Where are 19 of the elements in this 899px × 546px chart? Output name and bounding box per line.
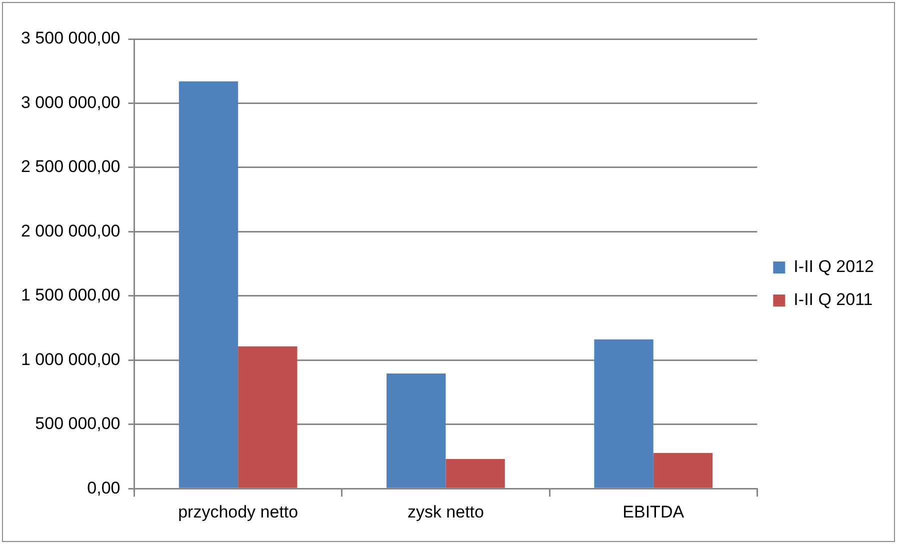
bar (238, 346, 298, 488)
y-tick-label: 1 500 000,00 (20, 286, 120, 305)
bar (653, 453, 713, 488)
y-tick-label: 0,00 (87, 478, 120, 498)
bar (446, 459, 505, 488)
bar (594, 339, 654, 488)
x-tick-label: przychody netto (178, 502, 298, 522)
y-tick-label: 3 500 000,00 (20, 28, 120, 48)
y-tick-label: 3 000 000,00 (20, 92, 120, 112)
legend-label: I-II Q 2011 (794, 290, 873, 310)
y-tick-label: 500 000,00 (35, 414, 120, 434)
bar (178, 81, 238, 488)
y-tick-label: 2 500 000,00 (20, 157, 120, 176)
y-tick-label: 2 000 000,00 (20, 221, 120, 240)
y-tick-label: 1 000 000,00 (20, 350, 120, 369)
bar (386, 374, 446, 488)
legend-label: I-II Q 2012 (794, 257, 874, 276)
x-tick-label: EBITDA (622, 502, 685, 522)
x-tick-label: zysk netto (407, 502, 484, 522)
